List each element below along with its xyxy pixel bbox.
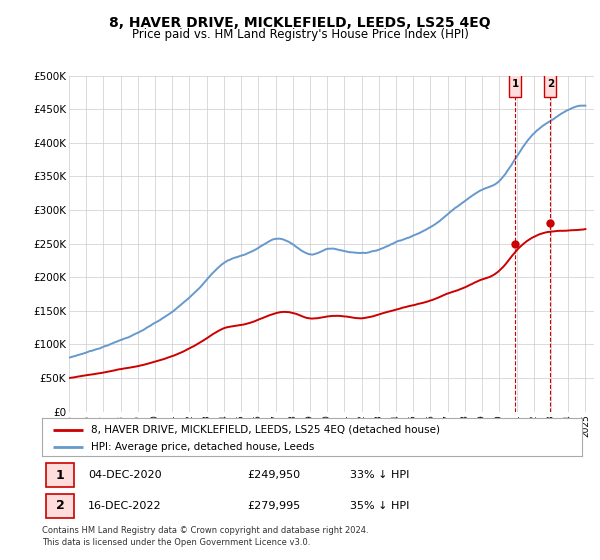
Text: £249,950: £249,950 — [247, 470, 301, 480]
Bar — [46, 494, 74, 517]
Text: £279,995: £279,995 — [247, 501, 301, 511]
Text: 33% ↓ HPI: 33% ↓ HPI — [350, 470, 409, 480]
Text: 16-DEC-2022: 16-DEC-2022 — [88, 501, 161, 511]
Text: HPI: Average price, detached house, Leeds: HPI: Average price, detached house, Leed… — [91, 442, 314, 452]
Text: 04-DEC-2020: 04-DEC-2020 — [88, 470, 161, 480]
Text: 8, HAVER DRIVE, MICKLEFIELD, LEEDS, LS25 4EQ: 8, HAVER DRIVE, MICKLEFIELD, LEEDS, LS25… — [109, 16, 491, 30]
Text: 1: 1 — [512, 78, 519, 88]
Text: Contains HM Land Registry data © Crown copyright and database right 2024.
This d: Contains HM Land Registry data © Crown c… — [42, 526, 368, 547]
Bar — [509, 70, 521, 97]
Bar — [544, 70, 556, 97]
Text: 2: 2 — [547, 78, 554, 88]
Text: 8, HAVER DRIVE, MICKLEFIELD, LEEDS, LS25 4EQ (detached house): 8, HAVER DRIVE, MICKLEFIELD, LEEDS, LS25… — [91, 424, 440, 435]
Text: 2: 2 — [56, 500, 65, 512]
Text: Price paid vs. HM Land Registry's House Price Index (HPI): Price paid vs. HM Land Registry's House … — [131, 28, 469, 41]
Text: 1: 1 — [56, 469, 65, 482]
Bar — [46, 464, 74, 487]
Text: 35% ↓ HPI: 35% ↓ HPI — [350, 501, 409, 511]
